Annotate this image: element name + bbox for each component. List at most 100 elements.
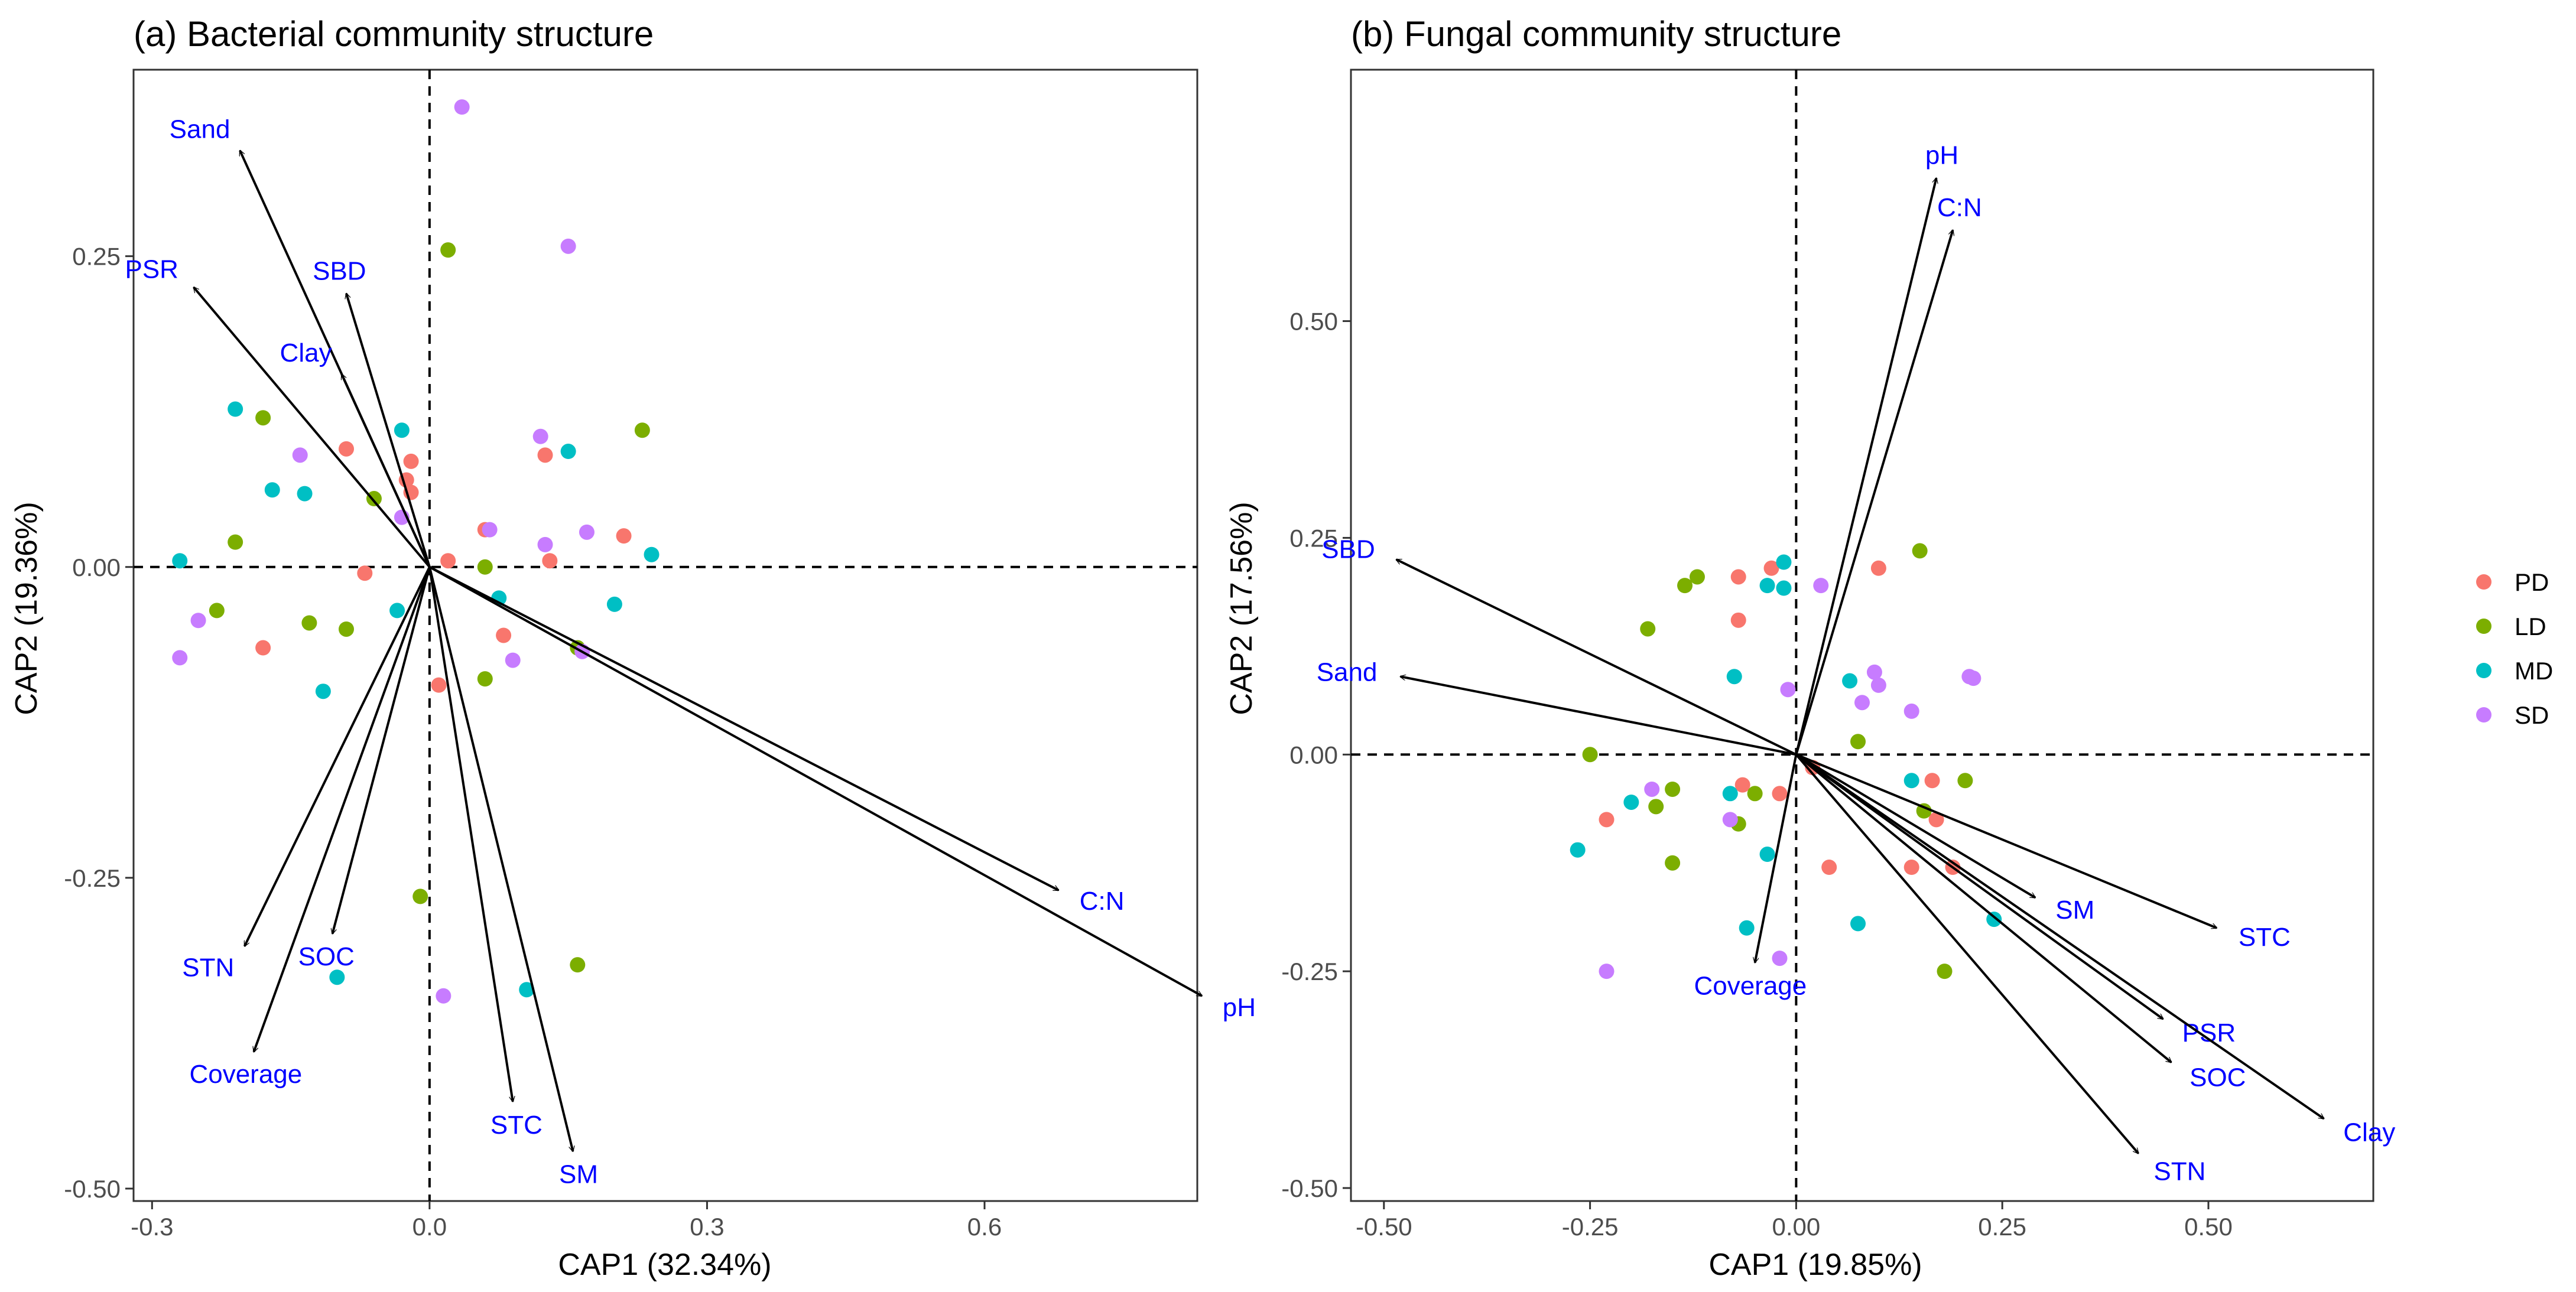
point-pd	[542, 553, 558, 569]
point-md	[606, 596, 622, 612]
vector-label: Sand	[1317, 658, 1378, 686]
point-md	[1776, 554, 1792, 570]
point-md	[389, 603, 405, 619]
x-tick-label: 0.25	[1978, 1213, 2026, 1241]
vector-label: SBD	[313, 257, 366, 286]
point-ld	[1850, 734, 1866, 750]
vector-label: pH	[1925, 141, 1958, 170]
vector-label: SM	[2055, 896, 2094, 925]
plot-border	[132, 69, 1198, 1202]
vector-arrow	[1795, 753, 2171, 1063]
point-pd	[1903, 860, 1919, 876]
panel-bacterial: (a) Bacterial community structure CAP1 (…	[9, 14, 1256, 1282]
x-tick-label: 0.00	[1772, 1213, 1821, 1241]
x-tick-label: 0.6	[967, 1213, 1002, 1241]
vector-label: Sand	[170, 115, 230, 144]
vector-label: PSR	[2182, 1018, 2236, 1047]
point-sd	[190, 613, 206, 629]
y-tick-label: 0.25	[72, 243, 121, 271]
y-tick-label: -0.50	[64, 1175, 121, 1203]
point-sd	[1644, 781, 1660, 797]
point-pd	[1772, 786, 1788, 802]
point-pd	[403, 453, 419, 469]
point-md	[1739, 920, 1755, 936]
vector-arrow	[1795, 753, 2324, 1120]
x-tick-label: 0.50	[2184, 1213, 2233, 1241]
y-tick-label: -0.50	[1281, 1174, 1338, 1202]
point-sd	[1903, 703, 1919, 719]
vector-arrow	[243, 566, 431, 946]
legend-key-pd	[2476, 574, 2491, 590]
point-pd	[1924, 773, 1940, 789]
vector-label: STN	[182, 953, 234, 982]
y-axis-label: CAP2 (17.56%)	[1224, 502, 1259, 715]
point-sd	[560, 238, 576, 254]
point-md	[1722, 786, 1738, 802]
vector-label: STN	[2153, 1157, 2205, 1186]
x-tick-label: -0.25	[1562, 1213, 1619, 1241]
point-pd	[357, 565, 373, 581]
plot-border	[1350, 69, 2374, 1202]
point-md	[1903, 773, 1919, 789]
vector-label: SM	[559, 1160, 598, 1189]
point-ld	[1677, 578, 1693, 594]
point-ld	[412, 889, 428, 904]
legend-label: PD	[2515, 568, 2549, 596]
vector-label: Coverage	[189, 1060, 302, 1089]
point-md	[228, 401, 243, 417]
point-pd	[1734, 777, 1750, 793]
point-sd	[1772, 951, 1788, 966]
vector-label: pH	[1223, 993, 1256, 1022]
point-ld	[255, 410, 271, 426]
legend-label: LD	[2515, 613, 2546, 640]
vector-label: PSR	[125, 255, 178, 284]
point-ld	[209, 603, 225, 619]
legend-key-ld	[2476, 619, 2491, 634]
vector-arrow	[1401, 676, 1797, 756]
point-pd	[1730, 569, 1746, 585]
point-md	[560, 444, 576, 460]
x-tick-label: 0.0	[412, 1213, 447, 1241]
vector-arrow	[340, 375, 431, 568]
point-sd	[532, 428, 548, 444]
point-pd	[1928, 812, 1944, 828]
point-md	[1850, 916, 1866, 932]
point-ld	[1640, 621, 1656, 637]
vector-arrow	[428, 565, 1058, 891]
legend-label: SD	[2515, 701, 2549, 729]
vector-arrow	[346, 294, 431, 568]
point-sd	[172, 650, 188, 666]
point-md	[1726, 669, 1742, 685]
y-tick-label: -0.25	[1281, 958, 1338, 985]
point-ld	[477, 671, 493, 687]
legend: PD LD MD SD	[2476, 568, 2553, 729]
point-md	[329, 969, 345, 985]
y-tick-label: 0.00	[72, 554, 121, 581]
vector-arrow	[1396, 558, 1797, 756]
vector-arrow	[254, 567, 431, 1052]
point-md	[1842, 673, 1858, 689]
vector-arrow	[1795, 753, 2163, 1020]
x-axis-label: CAP1 (19.85%)	[1708, 1248, 1922, 1282]
point-ld	[1665, 781, 1681, 797]
point-md	[394, 422, 410, 438]
point-ld	[301, 615, 317, 631]
vector-label: Clay	[2343, 1118, 2395, 1147]
point-pd	[1821, 860, 1837, 876]
point-md	[264, 482, 280, 498]
x-tick-label: -0.3	[131, 1213, 173, 1241]
point-pd	[1763, 560, 1779, 576]
vector-label: C:N	[1080, 887, 1125, 916]
vector-label: SBD	[1321, 535, 1375, 564]
point-pd	[1599, 812, 1615, 828]
point-ld	[1689, 569, 1705, 585]
x-tick-label: -0.50	[1356, 1213, 1412, 1241]
point-sd	[1780, 682, 1796, 698]
vector-arrow	[428, 567, 573, 1151]
point-sd	[1966, 671, 1981, 686]
vector-label: SOC	[298, 942, 355, 971]
point-pd	[339, 441, 354, 457]
point-ld	[634, 422, 650, 438]
point-pd	[496, 627, 512, 643]
point-sd	[454, 99, 470, 115]
